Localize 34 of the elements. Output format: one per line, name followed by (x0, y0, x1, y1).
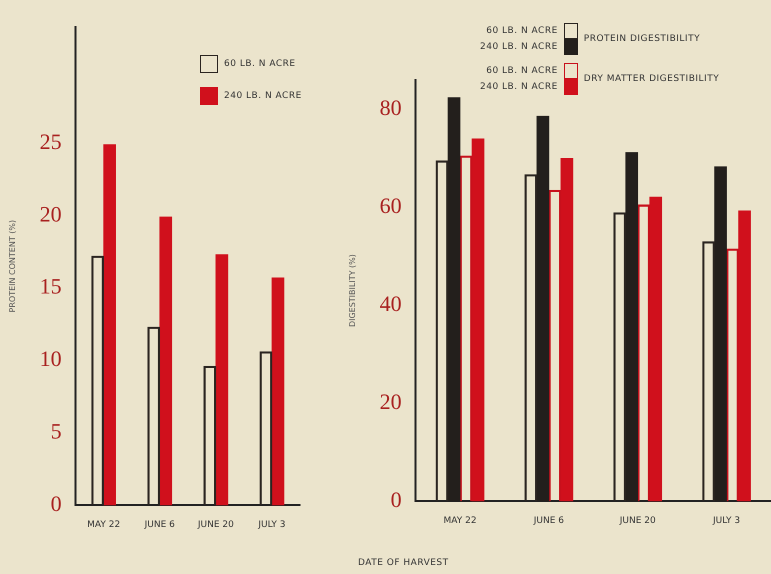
text: PROTEIN DIGESTIBILITY (584, 34, 700, 44)
y-tick-label: 40 (380, 291, 402, 316)
y-tick-label: 15 (40, 274, 62, 299)
x-tick-label: JUNE 6 (144, 520, 176, 530)
legend-label: 240 LB. N ACRE (480, 41, 558, 54)
y-axis-title: PROTEIN CONTENT (%) (8, 220, 17, 312)
x-tick-label: JUNE 20 (196, 520, 234, 530)
legend-label: 60 LB. N ACRE (485, 25, 558, 38)
y-tick-label: 20 (380, 389, 402, 414)
legend-label: 240 LB. N ACRE (224, 91, 302, 101)
y-tick-label: 5 (50, 418, 62, 444)
bar (272, 277, 284, 506)
x-tick-label: MAY 22 (87, 520, 120, 530)
bar (216, 254, 228, 506)
x-axis-title: DATE OF HARVEST (358, 558, 449, 568)
x-tick-label: JULY 3 (712, 516, 740, 526)
y-tick-label: 10 (40, 346, 62, 372)
y-tick-label: 0 (390, 486, 402, 512)
annotation: DRY MATTER DIGESTIBILITY (584, 74, 720, 84)
legend-label: 240 LB. N ACRE (480, 81, 558, 94)
x-tick-label: MAY 22 (444, 516, 477, 526)
x-tick-label: JULY 3 (257, 520, 286, 530)
bar (103, 144, 116, 506)
y-tick-label: 25 (40, 128, 62, 154)
x-tick-label: JUNE 20 (618, 516, 656, 526)
y-tick-label: 80 (380, 95, 402, 120)
legend-label: 60 LB. N ACRE (485, 65, 558, 78)
x-tick-label: JUNE 6 (532, 516, 564, 526)
bar (159, 216, 172, 506)
y-axis-title: DIGESTIBILITY (%) (348, 254, 357, 328)
y-tick-label: 0 (50, 490, 62, 516)
y-tick-label: 20 (40, 201, 62, 226)
legend-label: 60 LB. N ACRE (224, 59, 296, 69)
y-tick-label: 60 (380, 193, 402, 218)
